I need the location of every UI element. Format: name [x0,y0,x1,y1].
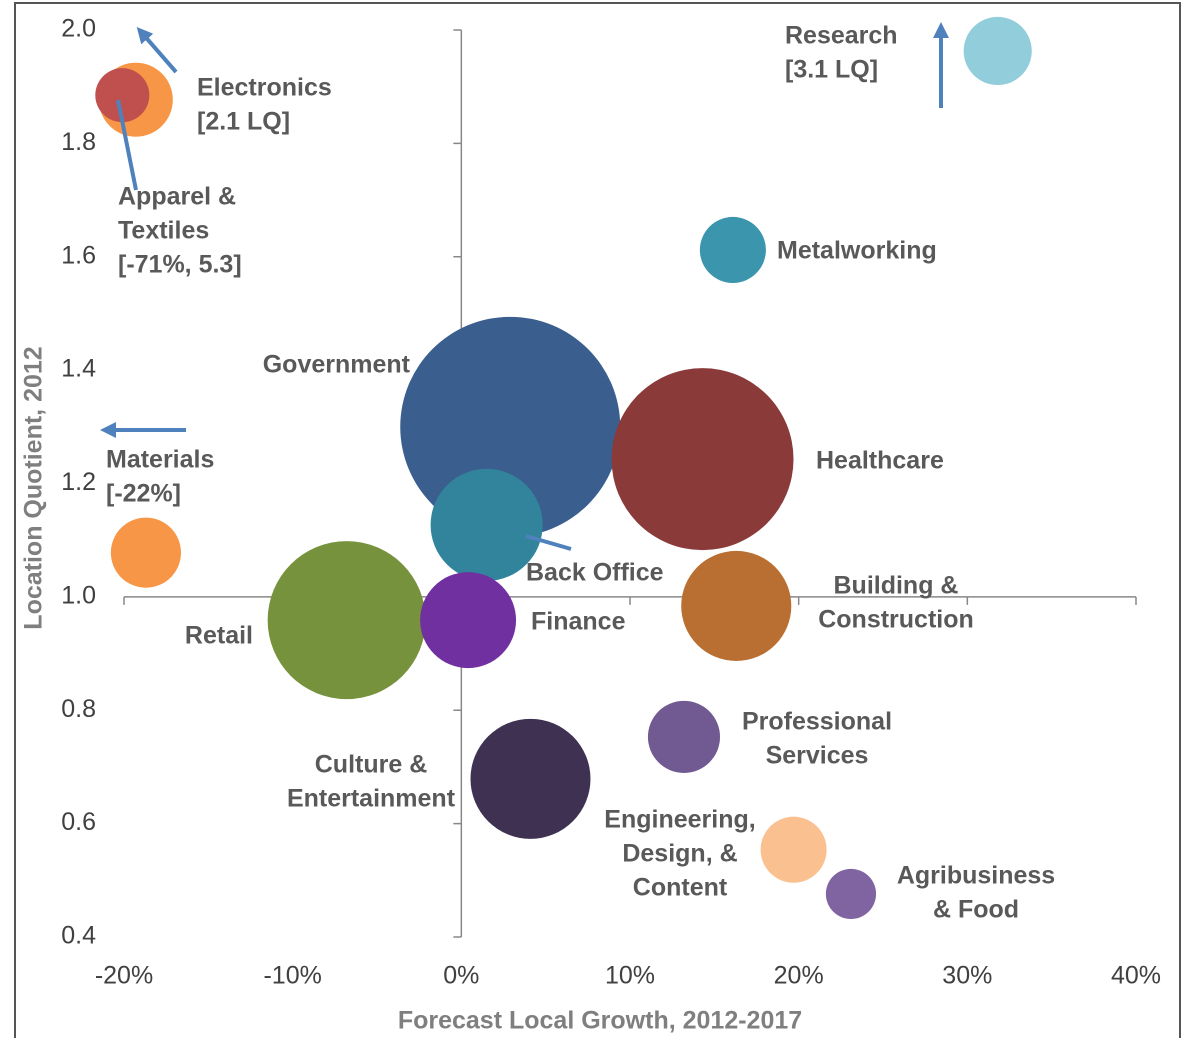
frame [14,2,1181,1038]
data-label: Services [766,742,869,770]
x-tick-label: 40% [1111,962,1161,990]
data-label: Finance [531,608,626,636]
bubble [95,68,150,123]
bubble [681,550,792,661]
x-tick-label: 30% [942,962,992,990]
data-label: [-22%] [106,480,181,508]
data-label: Building & [834,572,959,600]
data-label: Professional [742,708,892,736]
x-tick-label: 0% [443,962,479,990]
data-label: Textiles [118,217,209,245]
data-label: [-71%, 5.3] [118,251,242,279]
data-label: Research [785,22,898,50]
x-tick-label: 20% [774,962,824,990]
data-label: Agribusiness [897,862,1055,890]
x-tick-label: 10% [605,962,655,990]
bubble [267,541,426,700]
data-label: Metalworking [777,237,937,265]
annotation-arrows [100,22,949,551]
plot-area: -20% -10% 0% 10% 20% 30% 40% 0.4 0.6 0.8 1.0 1.2 1.4… [61,15,1161,990]
pointer [116,99,138,191]
bubble [110,517,181,588]
bubble [699,216,766,283]
y-axis-title: Location Quotient, 2012 [20,346,48,629]
x-tick-label: -20% [95,962,153,990]
y-tick-label: 1.6 [61,241,96,269]
data-label: Materials [106,446,214,474]
data-label: Engineering, [604,806,755,834]
data-label: Electronics [197,74,332,102]
bubble [760,816,827,883]
y-tick-label: 1.8 [61,128,96,156]
y-tick-label: 0.6 [61,808,96,836]
data-label: Entertainment [287,785,456,813]
bubble [963,16,1032,86]
data-label: Construction [818,606,974,634]
y-tick-label: 1.2 [61,468,96,496]
data-label: Retail [185,622,253,650]
pointer [525,534,572,551]
data-label: [2.1 LQ] [197,108,290,136]
x-axis-title: Forecast Local Growth, 2012-2017 [398,1007,802,1035]
y-tick-label: 0.4 [61,922,96,950]
bubble [611,368,794,551]
y-tick-label: 1.0 [61,581,96,609]
y-tick-label: 2.0 [61,15,96,43]
data-label: Apparel & [118,183,236,211]
arrow [136,26,178,74]
x-tick-label: -10% [263,962,321,990]
y-tick-label: 0.8 [61,695,96,723]
bubble [470,718,591,839]
data-label: Healthcare [816,447,944,475]
data-label: Content [633,874,728,902]
data-label: Culture & [315,751,428,779]
bubble [420,572,517,669]
data-label: [3.1 LQ] [785,56,878,84]
data-label: & Food [933,896,1019,924]
data-label: Government [263,351,411,379]
bubble [647,700,721,773]
data-label: Design, & [622,840,737,868]
y-tick-label: 1.4 [61,355,96,383]
bubble [430,468,543,581]
bubble [825,868,877,920]
data-label: Back Office [526,559,664,587]
